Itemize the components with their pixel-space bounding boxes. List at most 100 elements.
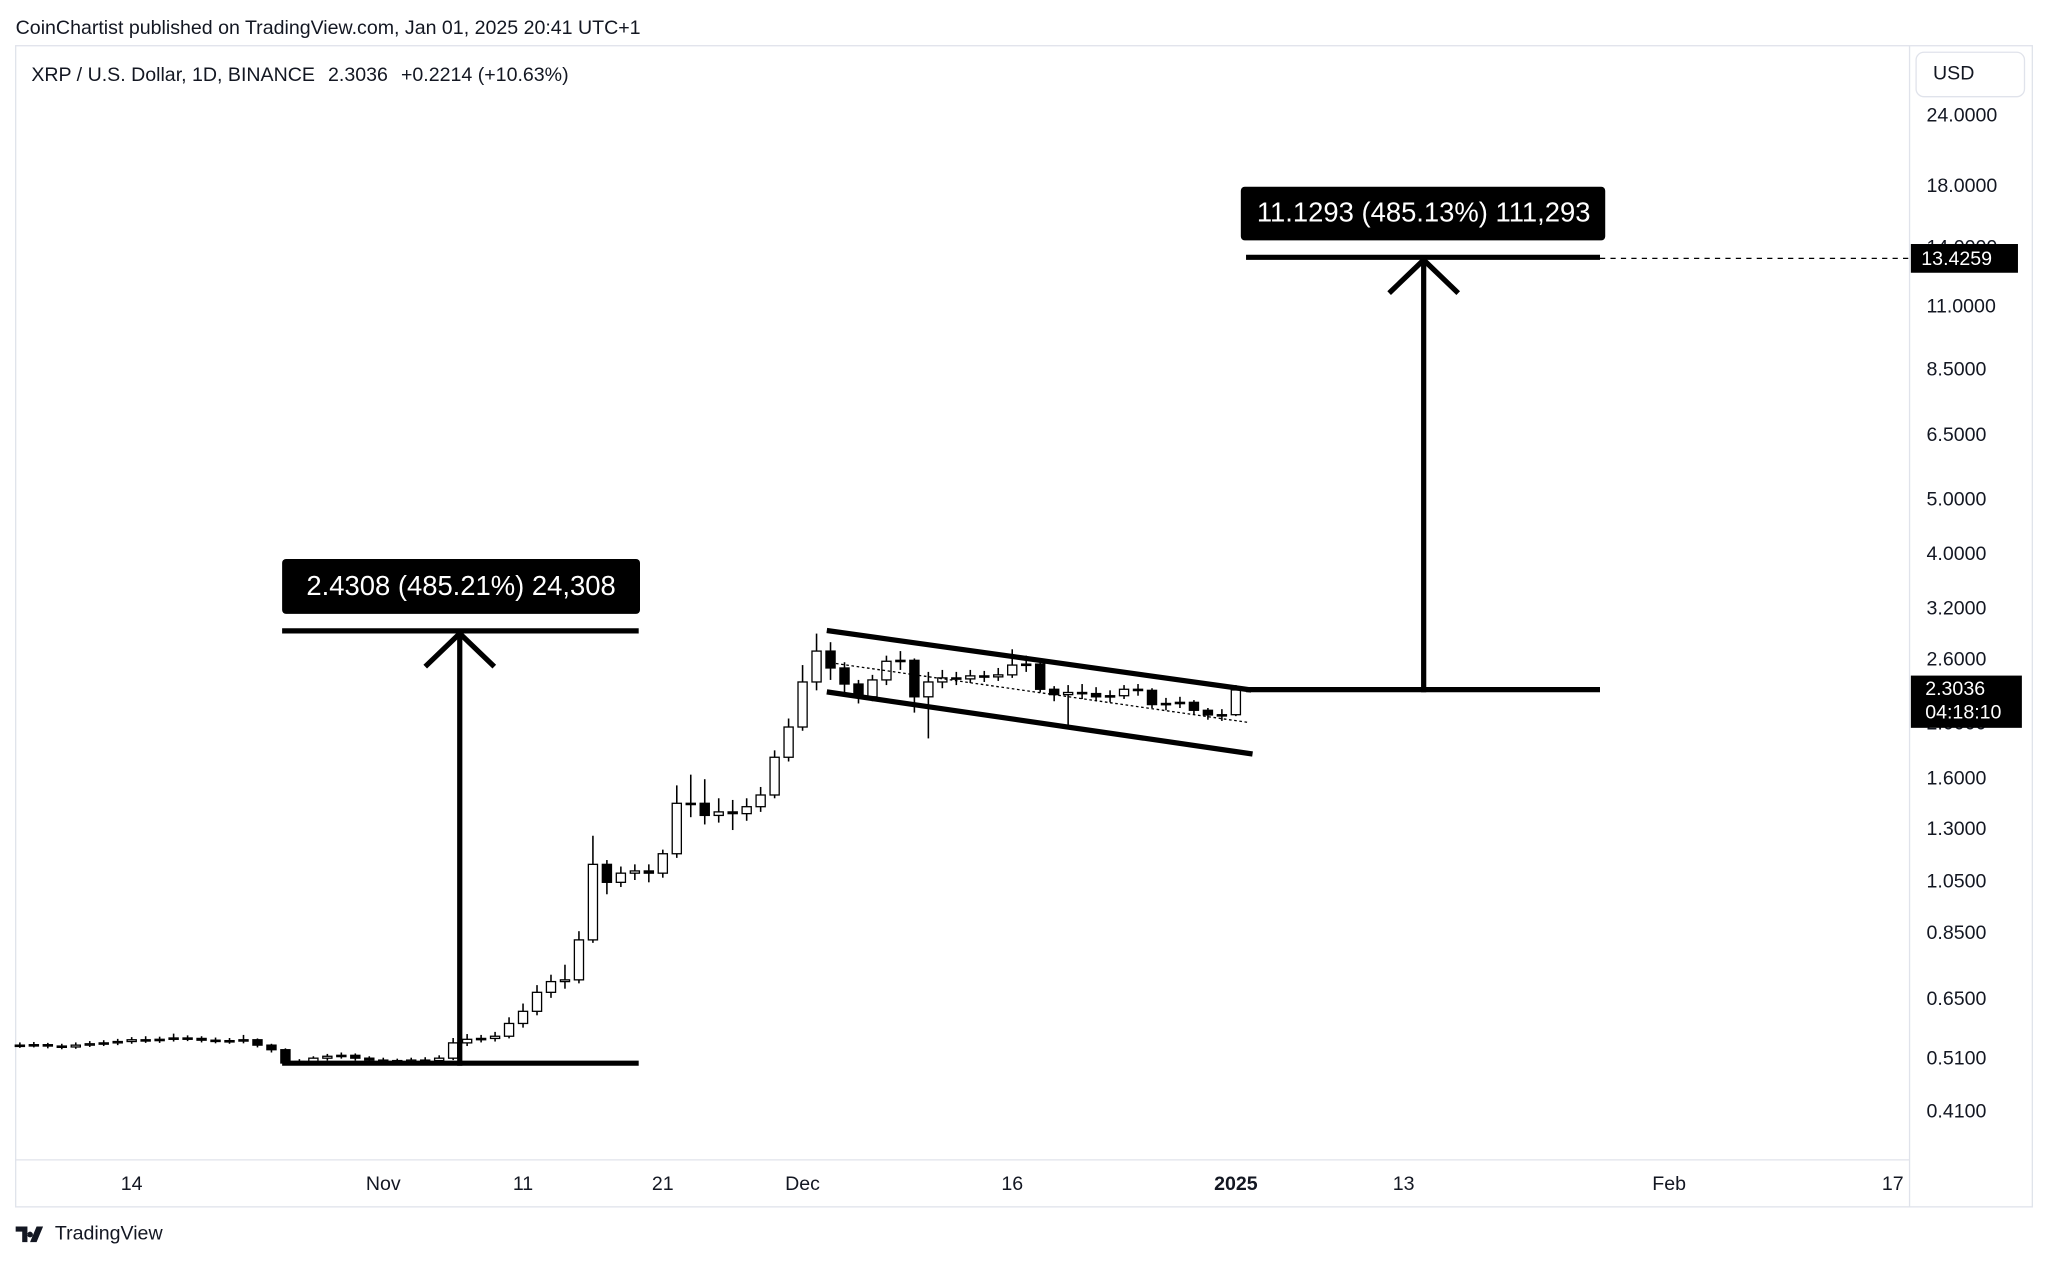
- candle-body: [825, 650, 836, 669]
- logo-text: TradingView: [55, 1222, 164, 1244]
- candle-body: [154, 1038, 165, 1042]
- candle-body: [364, 1057, 375, 1061]
- measure-label: 2.4308 (485.21%) 24,308: [306, 570, 615, 601]
- candle-body: [1188, 701, 1200, 711]
- candle-body: [447, 1042, 459, 1059]
- target-price-box: [1910, 244, 2018, 273]
- candle-body: [336, 1054, 347, 1058]
- flag-lower: [826, 689, 1253, 757]
- y-tick-label: 18.0000: [1927, 175, 1998, 197]
- candle-body: [559, 979, 571, 983]
- candle-body: [56, 1045, 68, 1049]
- measure-label: 11.1293 (485.13%) 111,293: [1257, 196, 1591, 227]
- candle-body: [713, 811, 724, 817]
- candle-body: [1174, 701, 1186, 705]
- candle-body: [1062, 691, 1074, 696]
- candle-body: [993, 674, 1004, 678]
- candle-body: [629, 870, 641, 874]
- candle-body: [182, 1037, 193, 1040]
- candle-body: [196, 1037, 207, 1041]
- y-tick-label: 0.4100: [1927, 1101, 1987, 1123]
- candle-body: [895, 659, 906, 663]
- y-tick-label: 5.0000: [1927, 488, 1987, 510]
- symbol-title: XRP / U.S. Dollar, 1D, BINANCE: [31, 64, 315, 86]
- y-tick-label: 0.6500: [1927, 988, 1987, 1010]
- flag-median: [835, 662, 1248, 723]
- last-price-box: [1910, 675, 2022, 728]
- candle-body: [1230, 689, 1242, 716]
- candle-body: [1160, 702, 1172, 706]
- x-tick-label: 16: [1001, 1173, 1023, 1195]
- candle-body: [937, 677, 948, 683]
- candle-body: [1007, 664, 1018, 676]
- measure-label-box: [1240, 186, 1606, 241]
- candle-body: [461, 1038, 473, 1044]
- candle-body: [14, 1044, 26, 1048]
- candle-body: [531, 991, 543, 1012]
- x-tick-label: Feb: [1652, 1173, 1686, 1195]
- candle-body: [615, 872, 627, 883]
- candle-body: [601, 863, 613, 883]
- y-tick-label: 1.3000: [1927, 818, 1987, 840]
- candle-body: [979, 675, 990, 678]
- y-tick-label: 4.0000: [1927, 543, 1987, 565]
- candle-body: [224, 1039, 235, 1043]
- candle-body: [210, 1039, 221, 1043]
- candle-body: [475, 1037, 487, 1041]
- measure-label-box: [282, 559, 640, 614]
- candle-body: [923, 681, 934, 698]
- candle-body: [811, 650, 822, 683]
- candle-body: [322, 1055, 333, 1059]
- candle-body: [839, 667, 850, 685]
- candle-body: [1048, 688, 1060, 696]
- candle-body: [84, 1043, 95, 1046]
- currency-button[interactable]: [1915, 51, 2026, 98]
- candle-body: [168, 1037, 179, 1040]
- candle-body: [238, 1039, 249, 1042]
- y-tick-label: 1.6000: [1927, 767, 1987, 789]
- candle-body: [1034, 663, 1046, 690]
- candle-body: [140, 1039, 151, 1042]
- candle-body: [1104, 695, 1116, 698]
- candle-body: [867, 679, 878, 698]
- candle-body: [350, 1054, 361, 1059]
- y-tick-label: 2.6000: [1927, 648, 1987, 670]
- candle-body: [42, 1044, 54, 1047]
- candle-body: [489, 1035, 501, 1040]
- candle-body: [433, 1057, 445, 1062]
- candle-body: [28, 1044, 40, 1047]
- candles: [14, 633, 1242, 1066]
- y-tick-label: 0.5100: [1927, 1047, 1987, 1069]
- x-tick-label: 14: [121, 1173, 143, 1195]
- y-tick-label: 6.5000: [1927, 424, 1987, 446]
- candle-body: [112, 1040, 123, 1044]
- candle-body: [671, 802, 683, 855]
- candle-body: [769, 756, 780, 796]
- candle-body: [881, 660, 892, 681]
- logo-icon: [15, 1226, 44, 1243]
- countdown-label: 04:18:10: [1925, 702, 2001, 724]
- candle-body: [545, 980, 557, 993]
- candle-body: [741, 806, 752, 815]
- x-tick-label: 21: [652, 1173, 674, 1195]
- target-price-label: 13.4259: [1921, 248, 1992, 270]
- candle-body: [70, 1044, 81, 1048]
- y-tick-label: 0.8500: [1927, 922, 1987, 944]
- candle-body: [126, 1039, 137, 1043]
- x-tick-label: Dec: [785, 1173, 820, 1195]
- candle-body: [266, 1044, 277, 1051]
- publish-header: CoinChartist published on TradingView.co…: [16, 17, 641, 39]
- candle-body: [587, 863, 599, 941]
- y-tick-label: 8.5000: [1927, 358, 1987, 380]
- candle-body: [1020, 663, 1032, 667]
- y-tick-label: 24.0000: [1927, 104, 1998, 126]
- candle-body: [252, 1039, 263, 1046]
- candle-body: [951, 677, 962, 680]
- candle-body: [657, 853, 669, 874]
- candle-body: [643, 870, 655, 874]
- last-price: 2.3036: [328, 64, 388, 86]
- currency-label: USD: [1933, 63, 1974, 85]
- flag-upper: [826, 627, 1252, 693]
